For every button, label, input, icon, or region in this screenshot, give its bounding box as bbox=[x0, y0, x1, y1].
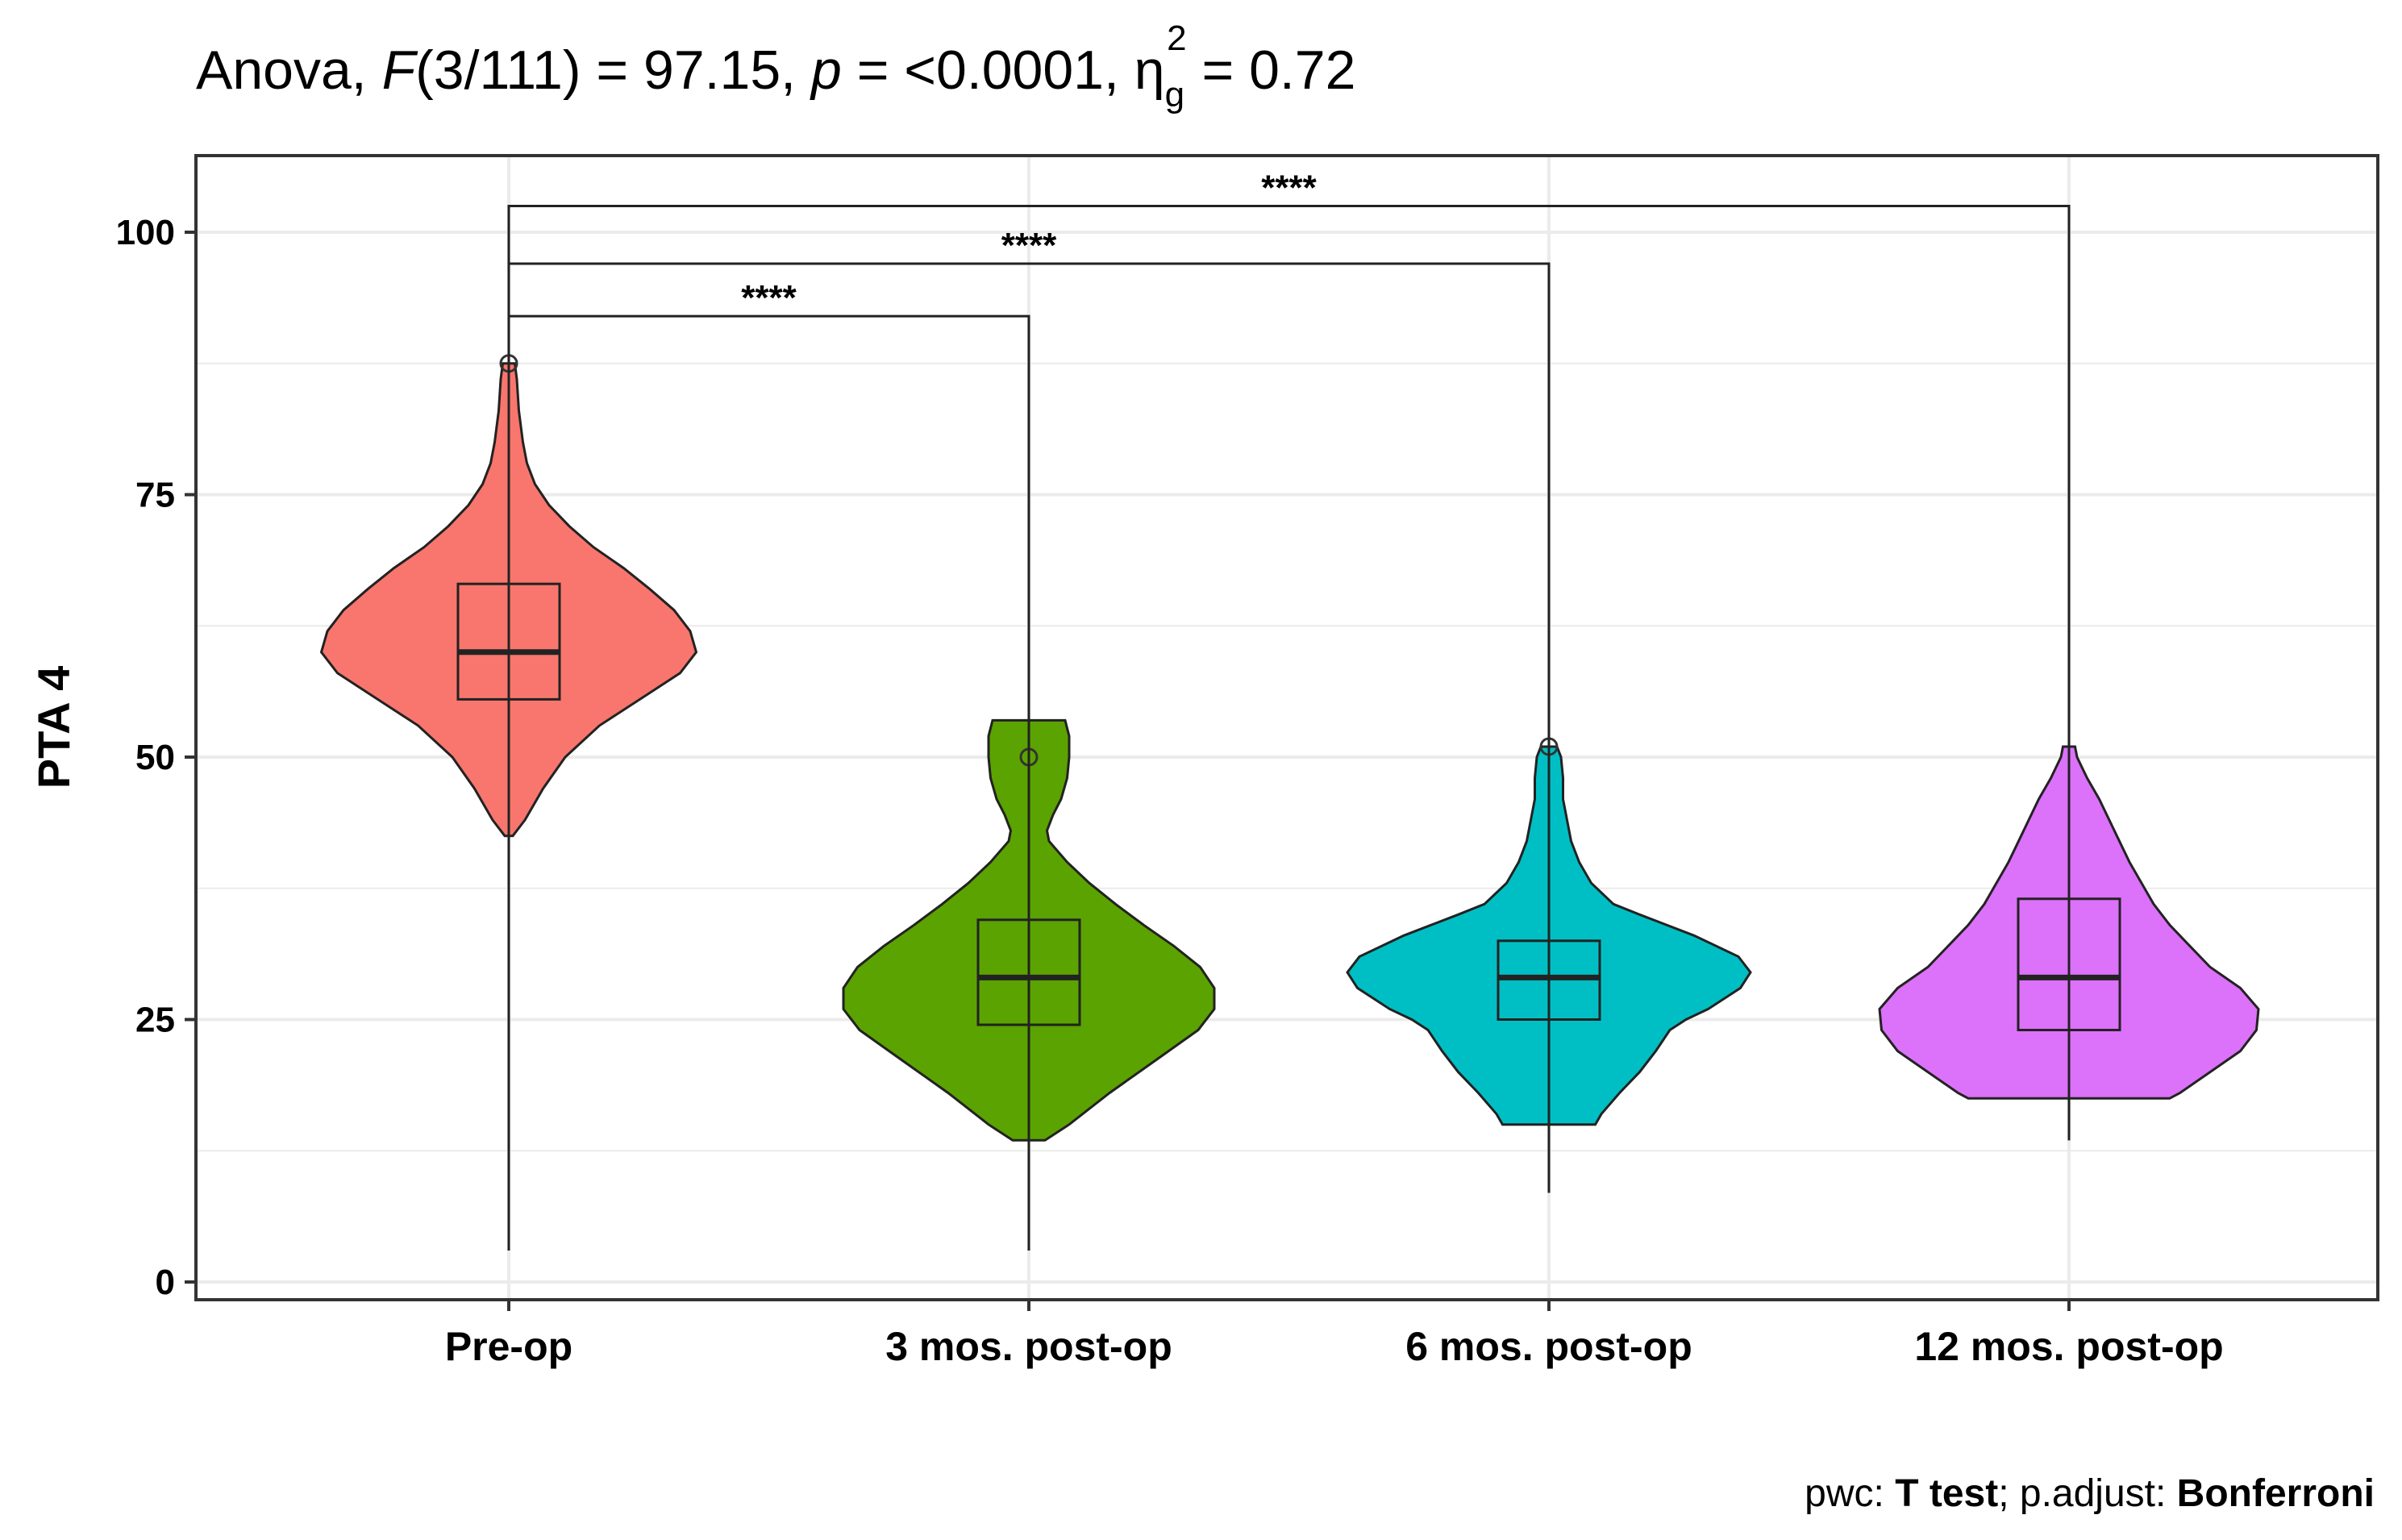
y-tick-label: 75 bbox=[135, 476, 175, 515]
boxplots bbox=[456, 354, 2121, 1251]
y-tick-label: 100 bbox=[116, 213, 175, 252]
title-f-df: (3/111) = 97.15, bbox=[415, 40, 811, 101]
title-eta-value: = 0.72 bbox=[1187, 40, 1356, 101]
caption-pwc-prefix: pwc: bbox=[1805, 1472, 1895, 1515]
significance-bracket bbox=[507, 204, 2071, 1251]
significance-brackets: **** **** **** bbox=[507, 168, 2071, 1251]
title-eta-sup: 2 bbox=[1167, 19, 1186, 58]
title-p-value: = <0.0001, bbox=[842, 40, 1134, 101]
title-eta-symbol: η bbox=[1134, 40, 1165, 101]
caption-adjust-prefix: ; p.adjust: bbox=[1998, 1472, 2176, 1515]
chart-title: Anova, F(3/111) = 97.15, p = <0.0001, ηg… bbox=[196, 19, 1355, 114]
significance-label: **** bbox=[1261, 168, 1317, 207]
y-tick-label: 25 bbox=[135, 1001, 175, 1040]
violins bbox=[319, 362, 2260, 1142]
title-prefix: Anova, bbox=[196, 40, 382, 101]
title-f-symbol: F bbox=[382, 40, 418, 101]
x-tick-label: 6 mos. post-op bbox=[1405, 1324, 1692, 1369]
y-tick-label: 50 bbox=[135, 738, 175, 777]
plot-panel-border bbox=[194, 154, 2379, 1301]
x-tick-label: Pre-op bbox=[445, 1324, 572, 1369]
caption-adjust-method: Bonferroni bbox=[2177, 1472, 2375, 1515]
significance-label: **** bbox=[1001, 226, 1057, 265]
significance-bracket bbox=[507, 314, 1030, 1251]
y-tick-label: 0 bbox=[156, 1263, 175, 1302]
title-eta-sub: g bbox=[1165, 75, 1184, 114]
y-axis: 0 25 50 75 100 bbox=[116, 213, 196, 1302]
x-axis: Pre-op 3 mos. post-op 6 mos. post-op 12 mos… bbox=[445, 1300, 2224, 1369]
x-tick-label: 12 mos. post-op bbox=[1914, 1324, 2223, 1369]
test-caption: pwc: T test; p.adjust: Bonferroni bbox=[1805, 1472, 2375, 1515]
y-axis-label: PTA 4 bbox=[28, 666, 79, 789]
caption-pwc-test: T test bbox=[1895, 1472, 1998, 1515]
x-tick-label: 3 mos. post-op bbox=[885, 1324, 1172, 1369]
title-p-symbol: p bbox=[810, 40, 842, 101]
significance-label: **** bbox=[741, 278, 797, 318]
